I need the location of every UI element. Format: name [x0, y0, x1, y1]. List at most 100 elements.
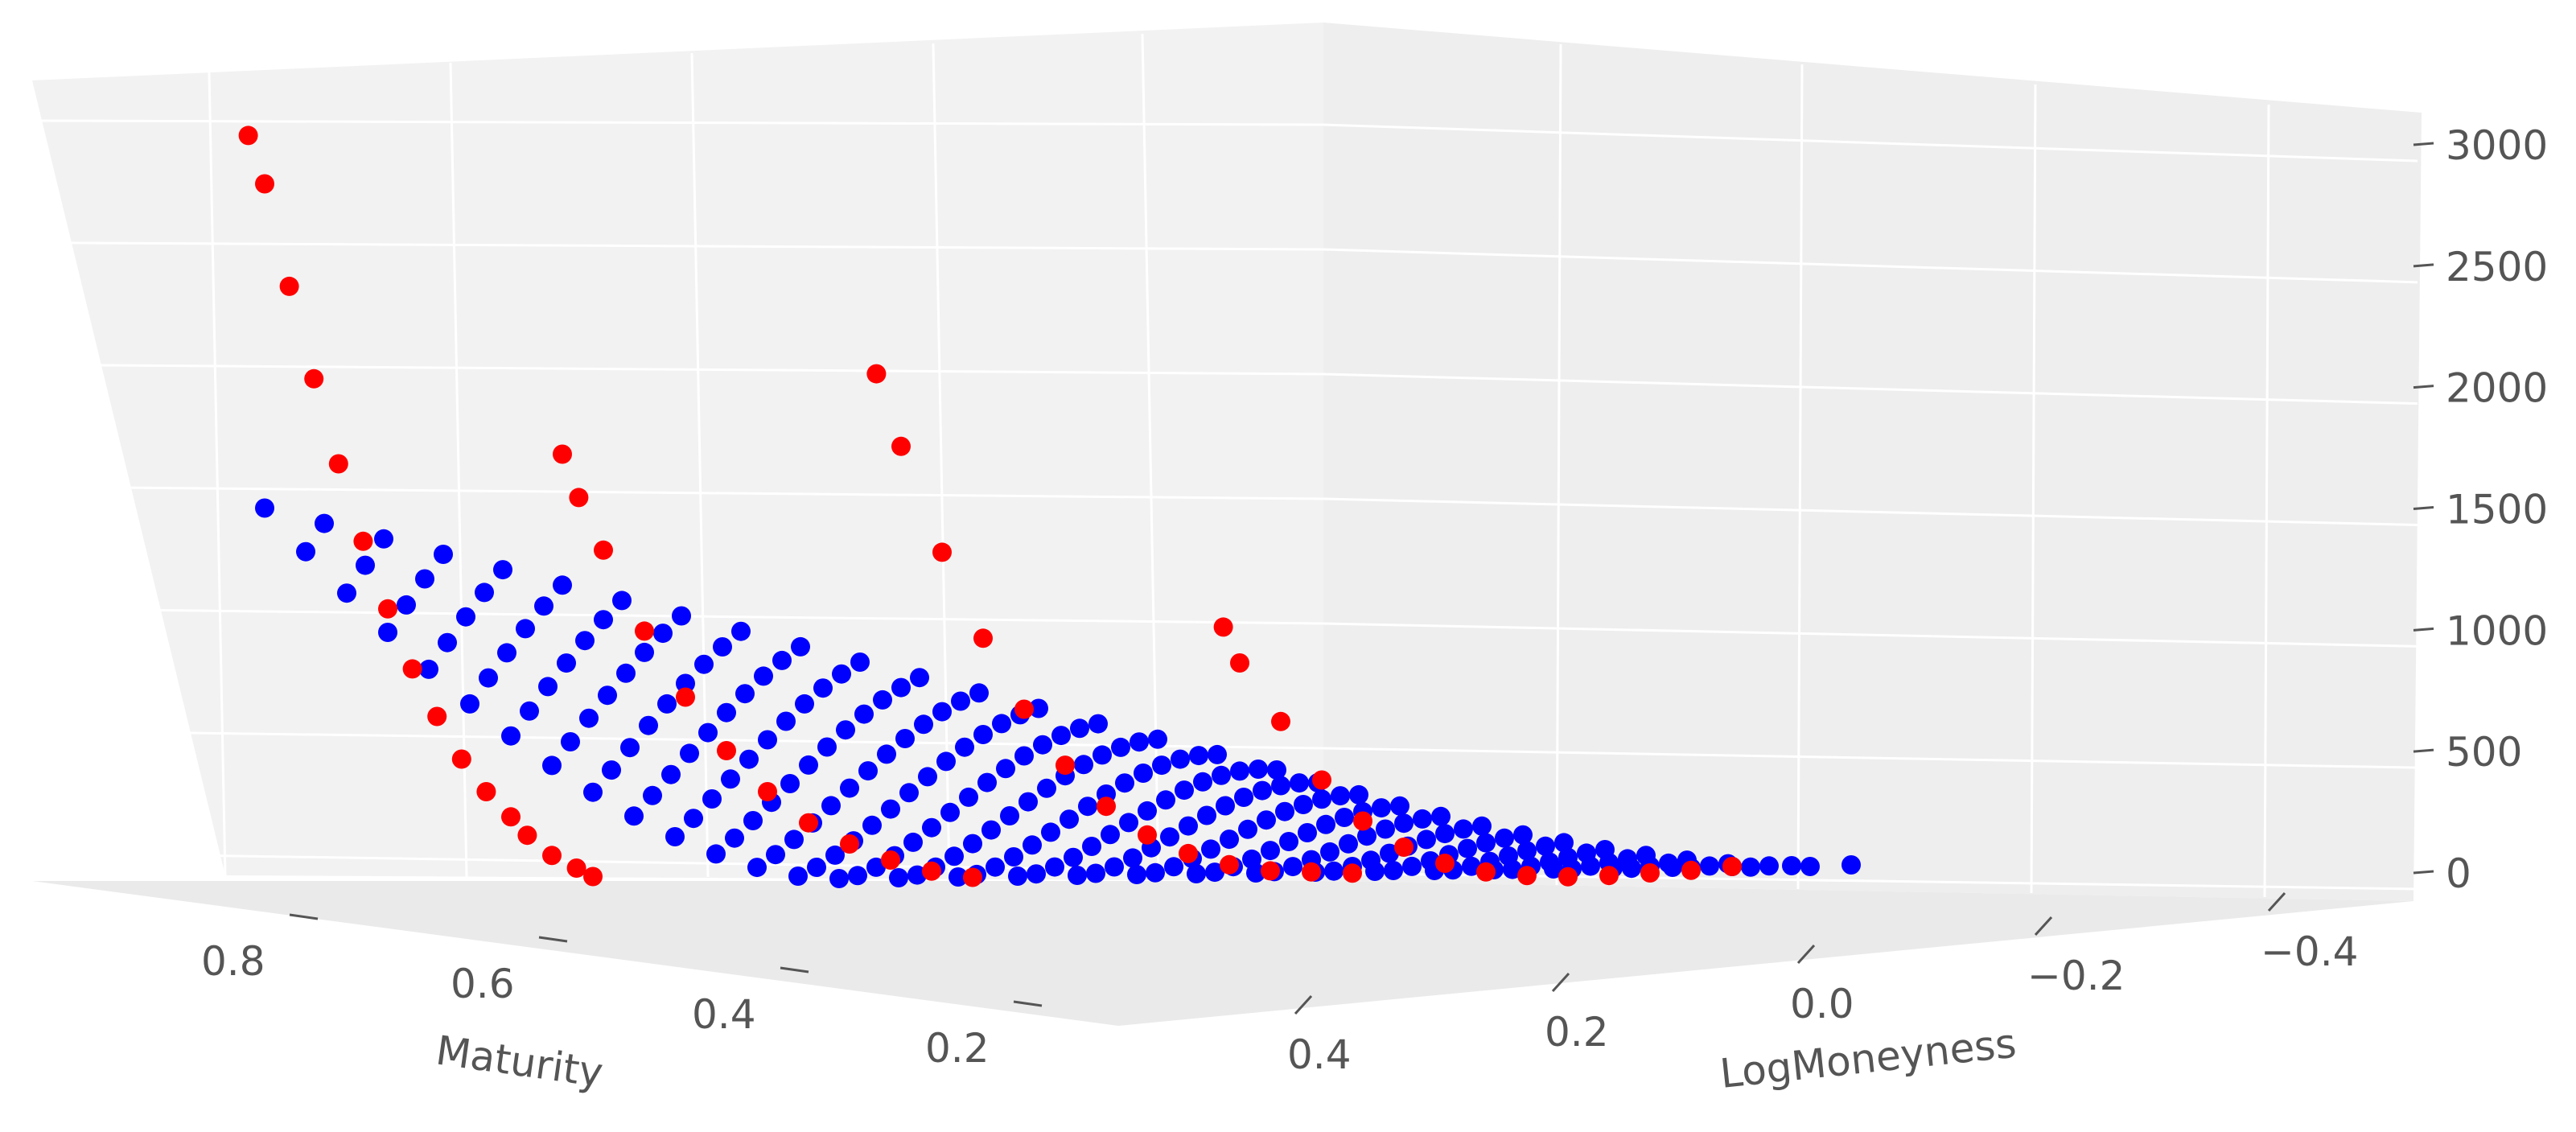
data-point-blue [460, 694, 479, 714]
data-point-blue [665, 827, 685, 846]
data-point-blue [973, 725, 993, 744]
data-point-blue [1759, 856, 1779, 876]
data-point-blue [1513, 825, 1533, 845]
data-point-blue [479, 668, 498, 688]
data-point-blue [1111, 737, 1130, 757]
data-point-blue [881, 799, 900, 819]
data-point-blue [1208, 744, 1227, 764]
data-point-blue [1335, 808, 1354, 827]
grid-line-z-right-0 [1323, 123, 2418, 163]
data-point-red [238, 126, 258, 146]
z-tick-label: 3000 [2446, 122, 2548, 169]
data-point-blue [1018, 792, 1038, 812]
data-point-red [1261, 861, 1280, 881]
data-point-blue [1179, 816, 1198, 836]
data-point-blue [1105, 857, 1124, 877]
grid-line-z-left-3 [31, 485, 1324, 500]
data-point-blue [1148, 729, 1167, 749]
data-point-blue [1201, 839, 1220, 859]
data-point-blue [493, 560, 512, 580]
data-point-blue [1119, 813, 1138, 833]
data-point-red [328, 454, 348, 474]
data-point-blue [891, 677, 911, 698]
x-tick-mark [780, 966, 809, 974]
data-point-blue [1160, 827, 1179, 847]
data-point-red [566, 858, 586, 878]
data-point-blue [1041, 822, 1060, 842]
data-point-blue [1115, 773, 1134, 793]
data-point-blue [1193, 772, 1212, 792]
data-point-red [255, 174, 274, 194]
data-point-blue [702, 789, 722, 809]
data-point-blue [1029, 698, 1048, 718]
data-point-blue [1417, 829, 1436, 850]
y-tick-label: −0.4 [2261, 928, 2358, 975]
data-point-blue [635, 642, 654, 662]
data-point-blue [1242, 849, 1261, 869]
data-point-blue [1499, 846, 1518, 866]
data-point-blue [981, 820, 1001, 840]
data-point-blue [1238, 819, 1257, 839]
grid-line-v-right-0 [1555, 43, 1562, 886]
data-point-blue [873, 689, 892, 710]
data-point-red [1014, 699, 1034, 719]
data-point-blue [579, 708, 599, 728]
data-point-blue [378, 623, 397, 642]
data-point-blue [1636, 846, 1656, 866]
data-point-blue [1390, 796, 1409, 816]
data-point-blue [1257, 810, 1276, 830]
data-point-red [304, 368, 324, 389]
data-point-blue [1558, 847, 1578, 867]
data-point-blue [850, 652, 870, 672]
data-point-blue [877, 744, 896, 764]
data-point-blue [1164, 857, 1183, 877]
x-tick-label: 0.2 [925, 1025, 990, 1072]
data-point-blue [743, 811, 763, 830]
data-point-blue [1045, 857, 1064, 877]
data-point-blue [955, 737, 974, 757]
data-point-red [1271, 711, 1290, 731]
data-point-red [932, 542, 952, 562]
x-tick-label: 0.4 [692, 991, 756, 1038]
data-point-blue [1312, 789, 1331, 809]
data-point-blue [684, 809, 703, 829]
data-point-blue [1189, 746, 1208, 766]
grid-line-v-left-3 [932, 43, 951, 878]
z-tick-label: 1500 [2446, 487, 2548, 533]
data-point-blue [1372, 798, 1391, 818]
data-point-blue [639, 715, 658, 735]
floor-pane [32, 881, 2413, 1026]
data-point-red [922, 861, 941, 881]
data-point-blue [1267, 760, 1286, 780]
data-point-red [676, 687, 695, 707]
x-axis-label: Maturity [433, 1027, 606, 1096]
data-point-blue [1316, 814, 1335, 834]
data-point-blue [940, 802, 960, 822]
data-point-blue [315, 513, 334, 533]
grid-line-v-right-1 [1796, 64, 1804, 890]
data-point-blue [914, 714, 933, 735]
data-point-blue [1014, 746, 1034, 766]
data-point-blue [713, 637, 732, 657]
data-point-blue [520, 701, 539, 721]
data-point-blue [1462, 856, 1481, 876]
data-point-red [1435, 854, 1455, 873]
x-tick-label: 0.8 [201, 938, 265, 985]
data-point-blue [1134, 764, 1153, 783]
data-point-blue [653, 624, 673, 644]
data-point-red [1220, 854, 1239, 875]
data-point-red [799, 813, 818, 833]
data-point-blue [1357, 826, 1376, 846]
x-tick-label: 0.6 [451, 961, 515, 1007]
data-point-red [353, 531, 373, 551]
data-point-blue [1279, 832, 1298, 851]
data-point-blue [438, 632, 457, 652]
data-point-blue [807, 858, 826, 877]
data-point-red [279, 276, 299, 296]
data-point-blue [821, 796, 841, 816]
data-point-red [594, 540, 613, 560]
data-point-blue [1051, 726, 1071, 746]
data-point-blue [1800, 857, 1820, 876]
data-point-blue [836, 720, 855, 740]
data-point-blue [963, 834, 982, 854]
